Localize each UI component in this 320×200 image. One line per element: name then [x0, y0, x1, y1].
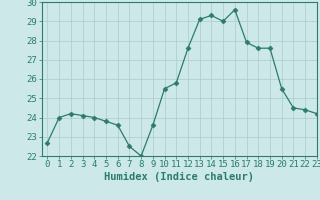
X-axis label: Humidex (Indice chaleur): Humidex (Indice chaleur) [104, 172, 254, 182]
